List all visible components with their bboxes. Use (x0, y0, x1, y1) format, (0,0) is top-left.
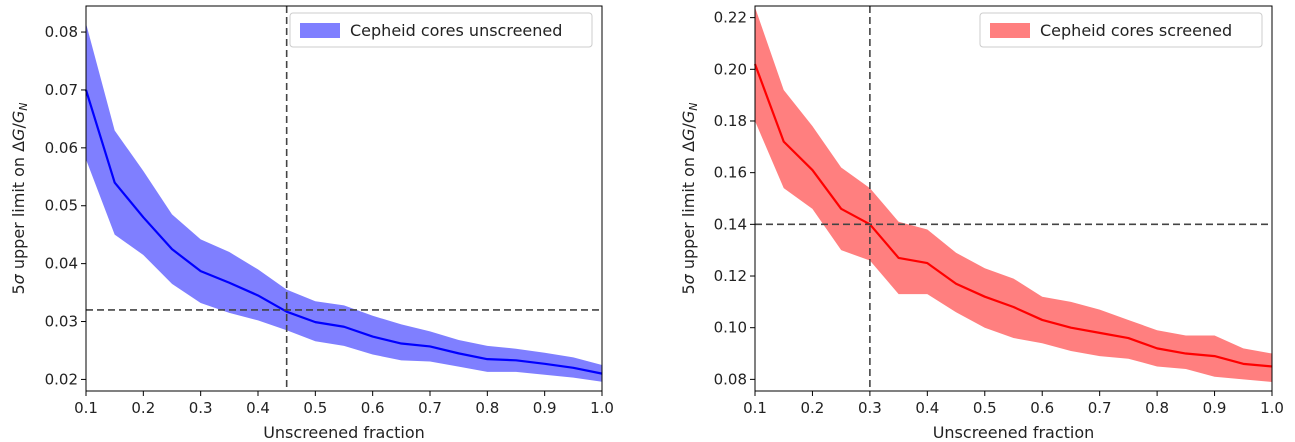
right-y-tick-label: 0.08 (714, 370, 747, 388)
right-y-axis-label-part: G (679, 129, 698, 141)
left-series-line (84, 89, 603, 375)
left-x-axis-label: Unscreened fraction (263, 423, 425, 442)
right-series-line (753, 63, 1273, 368)
right-chart-panel: 0.1 0.2 0.3 0.4 0.5 0.6 0.7 0.8 0.9 1.0 0.08 0.10 0.… (679, 5, 1284, 442)
left-y-axis-label-part: N (17, 102, 30, 110)
left-axes-frame (85, 5, 603, 392)
right-x-axis-label: Unscreened fraction (933, 423, 1095, 442)
right-y-axis-label-part: / (679, 123, 698, 129)
right-y-axis-label-part: σ (679, 273, 698, 284)
left-x-tick-label: 0.8 (475, 399, 499, 417)
left-x-tick-label: 0.4 (246, 399, 270, 417)
right-y-tick-label: 0.22 (714, 9, 747, 27)
left-chart-panel: 0.1 0.2 0.3 0.4 0.5 0.6 0.7 0.8 0.9 1.0 0.02 0.03 0.… (9, 5, 614, 442)
right-y-axis-label: 5σ upper limit on ΔG/GN (679, 102, 700, 294)
right-x-tick-label: 0.1 (743, 399, 767, 417)
left-legend-label: Cepheid cores unscreened (350, 21, 562, 40)
right-x-tick-label: 0.4 (915, 399, 939, 417)
right-y-axis-label-part: G (679, 111, 698, 123)
left-y-axis-label-part: G (9, 111, 28, 123)
right-x-tick-label: 0.6 (1030, 399, 1054, 417)
left-confidence-band (86, 23, 602, 382)
right-y-tick-label: 0.14 (714, 215, 747, 233)
left-y-tick-label: 0.06 (45, 139, 78, 157)
right-y-tick-label: 0.12 (714, 267, 747, 285)
left-y-tick-label: 0.03 (45, 313, 78, 331)
left-x-tick-label: 0.5 (303, 399, 327, 417)
right-x-tick-label: 0.9 (1203, 399, 1227, 417)
right-x-tick-label: 0.7 (1088, 399, 1112, 417)
left-y-axis-label-part: / (9, 123, 28, 129)
right-y-axis-label-part: 5 (679, 284, 698, 294)
right-y-tick-label: 0.20 (714, 60, 747, 78)
left-x-tick-label: 0.6 (361, 399, 385, 417)
right-y-axis-label-part: upper limit on (679, 152, 698, 274)
left-y-axis-label-part: 5 (9, 284, 28, 294)
right-x-tick-label: 0.3 (858, 399, 882, 417)
left-y-tick-label: 0.08 (45, 23, 78, 41)
left-x-tick-label: 0.1 (74, 399, 98, 417)
left-x-tick-label: 0.7 (418, 399, 442, 417)
left-y-axis-label: 5σ upper limit on ΔG/GN (9, 102, 30, 294)
left-legend-swatch (300, 23, 340, 38)
left-y-axis-label-part: σ (9, 273, 28, 284)
right-y-axis-label-part: N (687, 102, 700, 110)
right-legend-label: Cepheid cores screened (1040, 21, 1232, 40)
left-x-tick-label: 0.3 (189, 399, 213, 417)
right-x-tick-label: 1.0 (1260, 399, 1284, 417)
left-y-axis-label-part: G (9, 129, 28, 141)
right-y-tick-label: 0.18 (714, 112, 747, 130)
left-x-tick-label: 1.0 (590, 399, 614, 417)
right-x-tick-label: 0.5 (973, 399, 997, 417)
right-x-tick-label: 0.8 (1145, 399, 1169, 417)
left-y-tick-label: 0.02 (45, 370, 78, 388)
left-y-tick-label: 0.04 (45, 255, 78, 273)
right-y-axis-label-part: Δ (679, 141, 698, 152)
left-y-tick-label: 0.05 (45, 197, 78, 215)
left-y-axis-label-part: upper limit on (9, 152, 28, 274)
right-legend-box (979, 12, 1263, 48)
left-x-tick-label: 0.2 (131, 399, 155, 417)
right-y-tick-label: 0.10 (714, 319, 747, 337)
right-axes-frame (754, 5, 1273, 392)
right-legend-swatch (990, 23, 1030, 38)
left-y-axis-label-part: Δ (9, 141, 28, 152)
right-y-tick-label: 0.16 (714, 164, 747, 182)
left-y-tick-label: 0.07 (45, 81, 78, 99)
left-legend-box (289, 12, 593, 48)
left-x-tick-label: 0.9 (533, 399, 557, 417)
right-x-tick-label: 0.2 (801, 399, 825, 417)
